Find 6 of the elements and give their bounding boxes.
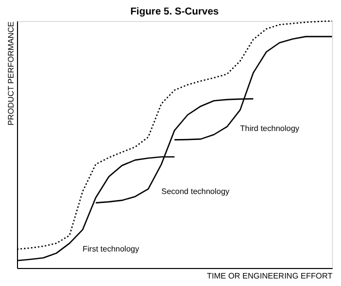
y-axis-title: PRODUCT PERFORMANCE xyxy=(6,22,16,126)
x-axis-title: TIME OR ENGINEERING EFFORT xyxy=(206,272,333,280)
chart-title: Figure 5. S-Curves xyxy=(130,6,220,18)
series-label: Second technology xyxy=(161,186,230,196)
series-label: Third technology xyxy=(240,124,300,133)
series-label: First technology xyxy=(82,244,140,254)
